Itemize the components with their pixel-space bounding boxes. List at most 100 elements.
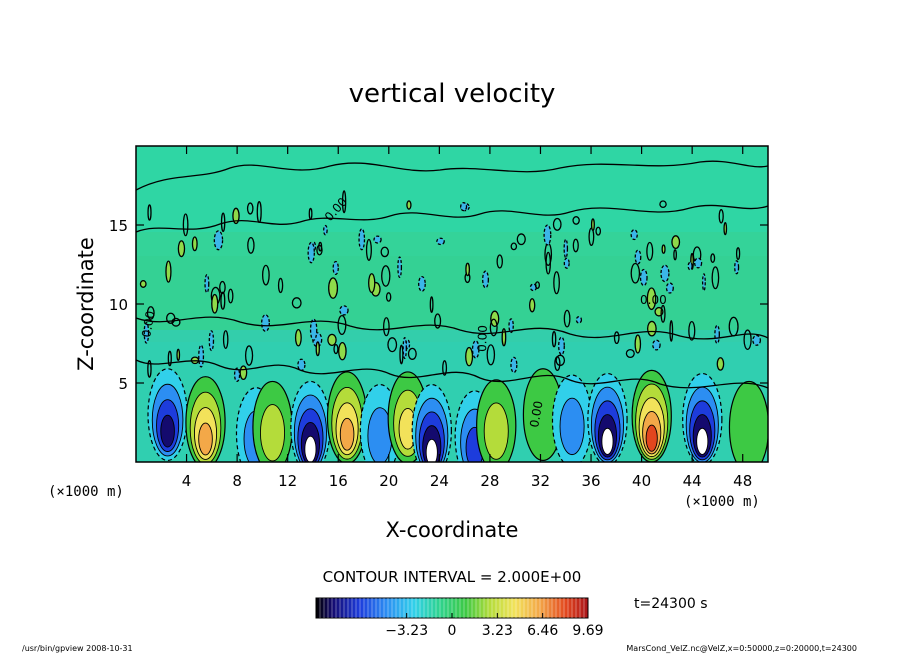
turbulent-contour [551,330,557,348]
turbulent-contour [552,217,562,231]
turbulent-contour [465,262,471,277]
turbulent-contour [723,221,728,236]
turbulent-contour [233,367,241,382]
cell-contour-level [696,427,709,455]
turbulent-contour [222,330,229,349]
turbulent-contour [688,320,696,341]
turbulent-contour [734,260,740,275]
turbulent-contour [307,241,315,264]
turbulent-contour [743,329,752,351]
turbulent-contour [555,354,566,367]
y-axis-label: Z-coordinate [74,237,98,371]
turbulent-contour [486,344,496,366]
turbulent-contour [543,224,552,246]
turbulent-contour [382,317,390,337]
y-tick-label: 5 [118,375,128,393]
convective-cell [290,380,331,462]
turbulent-contour [508,318,514,334]
turbulent-contour [436,237,445,246]
convective-cell [411,383,452,462]
x-tick-label: 28 [480,472,499,490]
turbulent-contour [714,324,720,344]
colorbar-tick-label: 9.69 [572,623,603,639]
turbulent-contour [575,316,583,324]
x-axis-label: X-coordinate [386,518,519,542]
contour-label: 0.00 [139,310,157,339]
turbulent-contour [471,340,480,359]
turbulent-contour [204,274,210,294]
convective-cell [551,374,593,462]
convective-cell [587,372,628,462]
cell-contour-level [483,402,509,460]
convective-cell [682,372,723,462]
small-scale-contours [139,190,762,382]
turbulent-contour [167,350,172,367]
y-tick-label: 15 [109,217,128,235]
contour-line [136,160,768,191]
turbulent-contour [496,254,503,269]
turbulent-contour [165,260,172,283]
turbulent-contour [563,309,571,328]
colorbar-tick-label: 3.23 [482,623,513,639]
convective-cell [147,368,188,462]
turbulent-contour [291,297,302,309]
turbulent-contour [339,305,349,316]
turbulent-contour [735,247,741,261]
turbulent-contour [563,238,569,259]
turbulent-contour [397,256,403,279]
turbulent-contour [171,317,181,327]
contour-interval-label: CONTOUR INTERVAL = 2.000E+00 [323,568,582,586]
cell-contour-level [160,414,175,448]
colorbar-ticks: −3.23 0 3.23 6.46 9.69 [385,613,604,639]
x-axis: 4 8 12 16 20 24 28 32 36 40 44 48 [182,146,752,490]
turbulent-contour [661,244,666,254]
turbulent-contour [323,224,328,236]
turbulent-contour [710,253,716,263]
turbulent-contour [634,334,642,354]
convective-cell [252,380,293,462]
turbulent-contour [261,264,270,286]
convective-cell [476,379,517,462]
chart-title: vertical velocity [349,79,556,109]
turbulent-contour [338,341,347,361]
turbulent-contour [385,292,392,302]
turbulent-contour [716,357,725,371]
x-tick-label: 32 [531,472,550,490]
turbulent-contour [711,266,720,290]
turbulent-band [136,232,768,342]
cell-contour-level [559,397,585,456]
turbulent-contour [501,328,507,347]
colorbar-tick-label: −3.23 [385,623,428,639]
lower-field-band [136,330,768,462]
turbulent-contour [219,280,226,294]
convective-cell [185,376,226,462]
turbulent-contour [220,291,226,310]
colorbar-tick-label: 0 [448,623,457,639]
turbulent-contour [639,268,648,287]
cell-contour-level [425,438,438,462]
cell-contour-level [260,404,286,462]
turbulent-contour [147,359,152,378]
turbulent-contour [489,318,498,337]
turbulent-contour [328,277,339,299]
x-tick-label: 48 [733,472,752,490]
turbulent-contour [630,262,641,284]
plot-area: 0.00 0.00 0.00 0.00 0.00 [136,146,768,462]
x-tick-label: 4 [182,472,192,490]
turbulent-contour [693,257,703,269]
colorbar-stripes [319,598,585,618]
cell-contour-level [339,417,355,451]
footer-left: /usr/bin/gpview 2008-10-31 [22,644,133,653]
cell-contour-level [304,435,317,462]
turbulent-contour [177,240,186,258]
turbulent-contour [646,241,654,261]
turbulent-contour [752,334,762,346]
x-tick-label: 8 [232,472,242,490]
turbulent-contour [332,260,339,275]
turbulent-contour [669,320,674,342]
turbulent-contour [429,296,434,313]
x-tick-label: 16 [329,472,348,490]
contour-label: 0.00 [640,293,667,307]
turbulent-contour [247,236,255,254]
turbulent-contour [232,207,240,225]
